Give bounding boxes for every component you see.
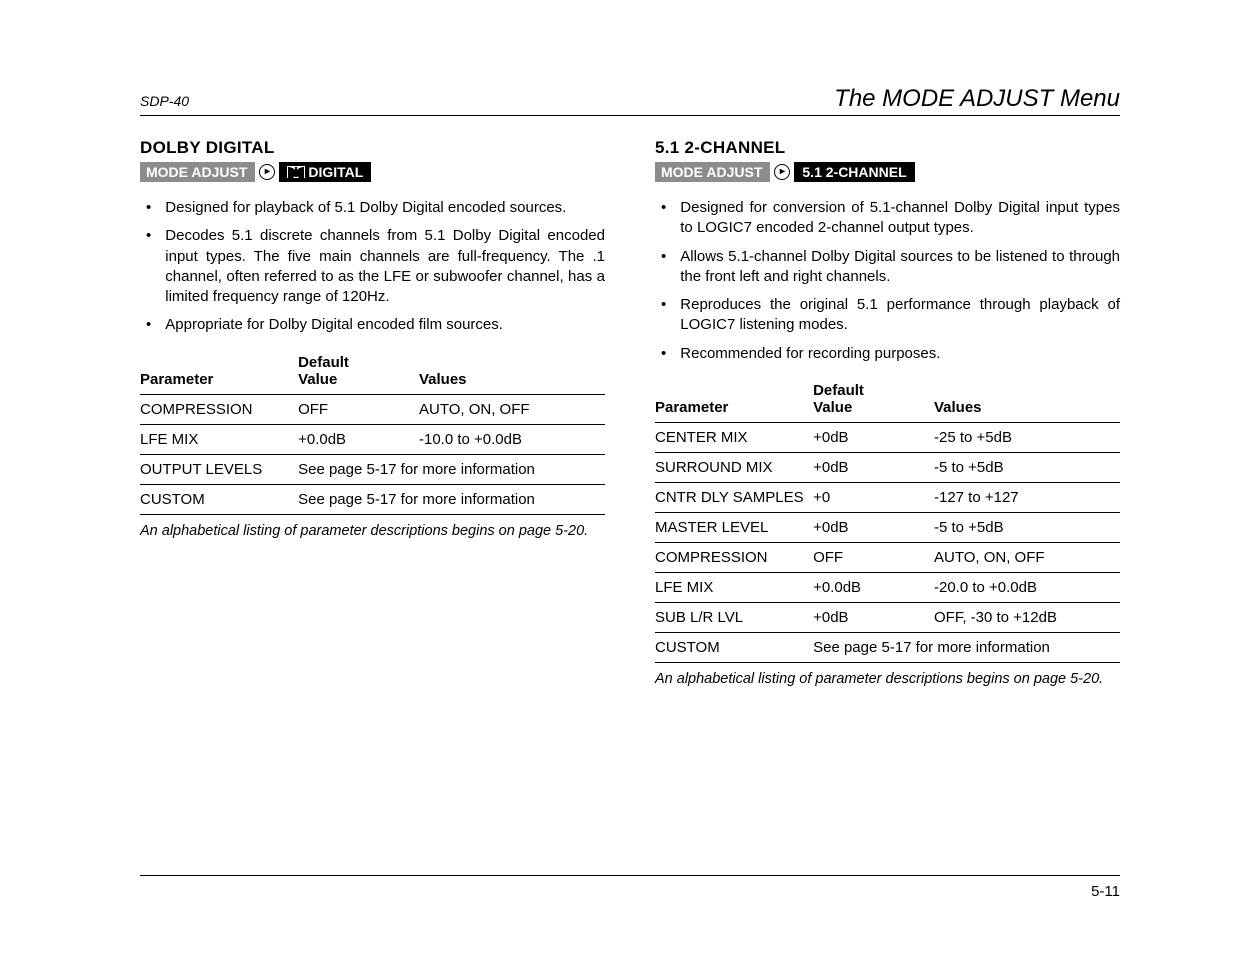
param-name: LFE MIX	[655, 572, 813, 602]
crumb-root: MODE ADJUST	[655, 162, 770, 182]
param-values: AUTO, ON, OFF	[419, 394, 605, 424]
dolby-icon	[287, 166, 305, 178]
param-default: +0dB	[813, 452, 934, 482]
table-row: MASTER LEVEL+0dB-5 to +5dB	[655, 512, 1120, 542]
page-title: The MODE ADJUST Menu	[834, 85, 1120, 113]
page-number: 5-11	[1091, 883, 1120, 900]
table-row: SURROUND MIX+0dB-5 to +5dB	[655, 452, 1120, 482]
table-row: CENTER MIX+0dB-25 to +5dB	[655, 422, 1120, 452]
header-rule: SDP-40 The MODE ADJUST Menu	[140, 85, 1120, 116]
bullet-item: Designed for conversion of 5.1-channel D…	[655, 198, 1120, 239]
section-heading: 5.1 2-CHANNEL	[655, 138, 1120, 158]
param-name: MASTER LEVEL	[655, 512, 813, 542]
param-default: OFF	[298, 394, 419, 424]
bullet-text: Decodes 5.1 discrete channels from 5.1 D…	[165, 226, 605, 307]
breadcrumb: MODE ADJUST 5.1 2-CHANNEL	[655, 162, 915, 182]
param-default: +0.0dB	[298, 424, 419, 454]
bullet-text: Allows 5.1-channel Dolby Digital sources…	[680, 247, 1120, 288]
param-note: See page 5-17 for more information	[298, 484, 605, 514]
param-values: -10.0 to +0.0dB	[419, 424, 605, 454]
bullet-text: Appropriate for Dolby Digital encoded fi…	[165, 315, 503, 335]
table-row: COMPRESSIONOFFAUTO, ON, OFF	[140, 394, 605, 424]
param-name: COMPRESSION	[655, 542, 813, 572]
left-column: DOLBY DIGITAL MODE ADJUST DIGITAL Design…	[140, 138, 605, 687]
param-name: SUB L/R LVL	[655, 602, 813, 632]
arrow-icon	[259, 164, 275, 180]
param-name: OUTPUT LEVELS	[140, 454, 298, 484]
table-header: Parameter	[655, 378, 813, 423]
table-row: CNTR DLY SAMPLES+0-127 to +127	[655, 482, 1120, 512]
parameter-table: ParameterDefaultValueValuesCENTER MIX+0d…	[655, 378, 1120, 663]
param-values: -20.0 to +0.0dB	[934, 572, 1120, 602]
table-header: Parameter	[140, 350, 298, 395]
bullet-text: Designed for conversion of 5.1-channel D…	[680, 198, 1120, 239]
param-note: See page 5-17 for more information	[298, 454, 605, 484]
table-row: OUTPUT LEVELSSee page 5-17 for more info…	[140, 454, 605, 484]
arrow-icon	[774, 164, 790, 180]
param-name: COMPRESSION	[140, 394, 298, 424]
param-default: OFF	[813, 542, 934, 572]
param-values: -5 to +5dB	[934, 452, 1120, 482]
content-columns: DOLBY DIGITAL MODE ADJUST DIGITAL Design…	[140, 138, 1120, 687]
table-header: DefaultValue	[298, 350, 419, 395]
param-name: LFE MIX	[140, 424, 298, 454]
param-values: AUTO, ON, OFF	[934, 542, 1120, 572]
bullet-list: Designed for playback of 5.1 Dolby Digit…	[140, 198, 605, 336]
bullet-text: Recommended for recording purposes.	[680, 344, 940, 364]
table-row: CUSTOMSee page 5-17 for more information	[655, 632, 1120, 662]
table-header: DefaultValue	[813, 378, 934, 423]
crumb-leaf: 5.1 2-CHANNEL	[794, 162, 914, 182]
parameter-table: ParameterDefaultValueValuesCOMPRESSIONOF…	[140, 350, 605, 515]
table-row: LFE MIX+0.0dB-10.0 to +0.0dB	[140, 424, 605, 454]
param-default: +0.0dB	[813, 572, 934, 602]
bullet-item: Appropriate for Dolby Digital encoded fi…	[140, 315, 605, 335]
param-default: +0dB	[813, 422, 934, 452]
param-default: +0dB	[813, 602, 934, 632]
param-name: CUSTOM	[140, 484, 298, 514]
param-values: OFF, -30 to +12dB	[934, 602, 1120, 632]
breadcrumb: MODE ADJUST DIGITAL	[140, 162, 371, 182]
bullet-item: Recommended for recording purposes.	[655, 344, 1120, 364]
bullet-item: Allows 5.1-channel Dolby Digital sources…	[655, 247, 1120, 288]
bullet-item: Decodes 5.1 discrete channels from 5.1 D…	[140, 226, 605, 307]
param-values: -25 to +5dB	[934, 422, 1120, 452]
footer-rule	[140, 875, 1120, 876]
table-row: CUSTOMSee page 5-17 for more information	[140, 484, 605, 514]
table-row: SUB L/R LVL+0dBOFF, -30 to +12dB	[655, 602, 1120, 632]
crumb-root: MODE ADJUST	[140, 162, 255, 182]
section-heading: DOLBY DIGITAL	[140, 138, 605, 158]
bullet-item: Designed for playback of 5.1 Dolby Digit…	[140, 198, 605, 218]
bullet-list: Designed for conversion of 5.1-channel D…	[655, 198, 1120, 364]
param-values: -127 to +127	[934, 482, 1120, 512]
crumb-leaf: DIGITAL	[279, 162, 371, 182]
table-row: COMPRESSIONOFFAUTO, ON, OFF	[655, 542, 1120, 572]
param-name: CNTR DLY SAMPLES	[655, 482, 813, 512]
table-row: LFE MIX+0.0dB-20.0 to +0.0dB	[655, 572, 1120, 602]
table-header: Values	[934, 378, 1120, 423]
bullet-item: Reproduces the original 5.1 performance …	[655, 295, 1120, 336]
param-default: +0	[813, 482, 934, 512]
param-note: See page 5-17 for more information	[813, 632, 1120, 662]
bullet-text: Designed for playback of 5.1 Dolby Digit…	[165, 198, 566, 218]
bullet-text: Reproduces the original 5.1 performance …	[680, 295, 1120, 336]
param-name: CUSTOM	[655, 632, 813, 662]
param-name: CENTER MIX	[655, 422, 813, 452]
param-values: -5 to +5dB	[934, 512, 1120, 542]
crumb-leaf-text: DIGITAL	[308, 164, 363, 180]
param-default: +0dB	[813, 512, 934, 542]
doc-id: SDP-40	[140, 93, 189, 109]
table-header: Values	[419, 350, 605, 395]
param-name: SURROUND MIX	[655, 452, 813, 482]
right-column: 5.1 2-CHANNEL MODE ADJUST 5.1 2-CHANNEL …	[655, 138, 1120, 687]
table-caption: An alphabetical listing of parameter des…	[140, 523, 605, 539]
table-caption: An alphabetical listing of parameter des…	[655, 671, 1120, 687]
